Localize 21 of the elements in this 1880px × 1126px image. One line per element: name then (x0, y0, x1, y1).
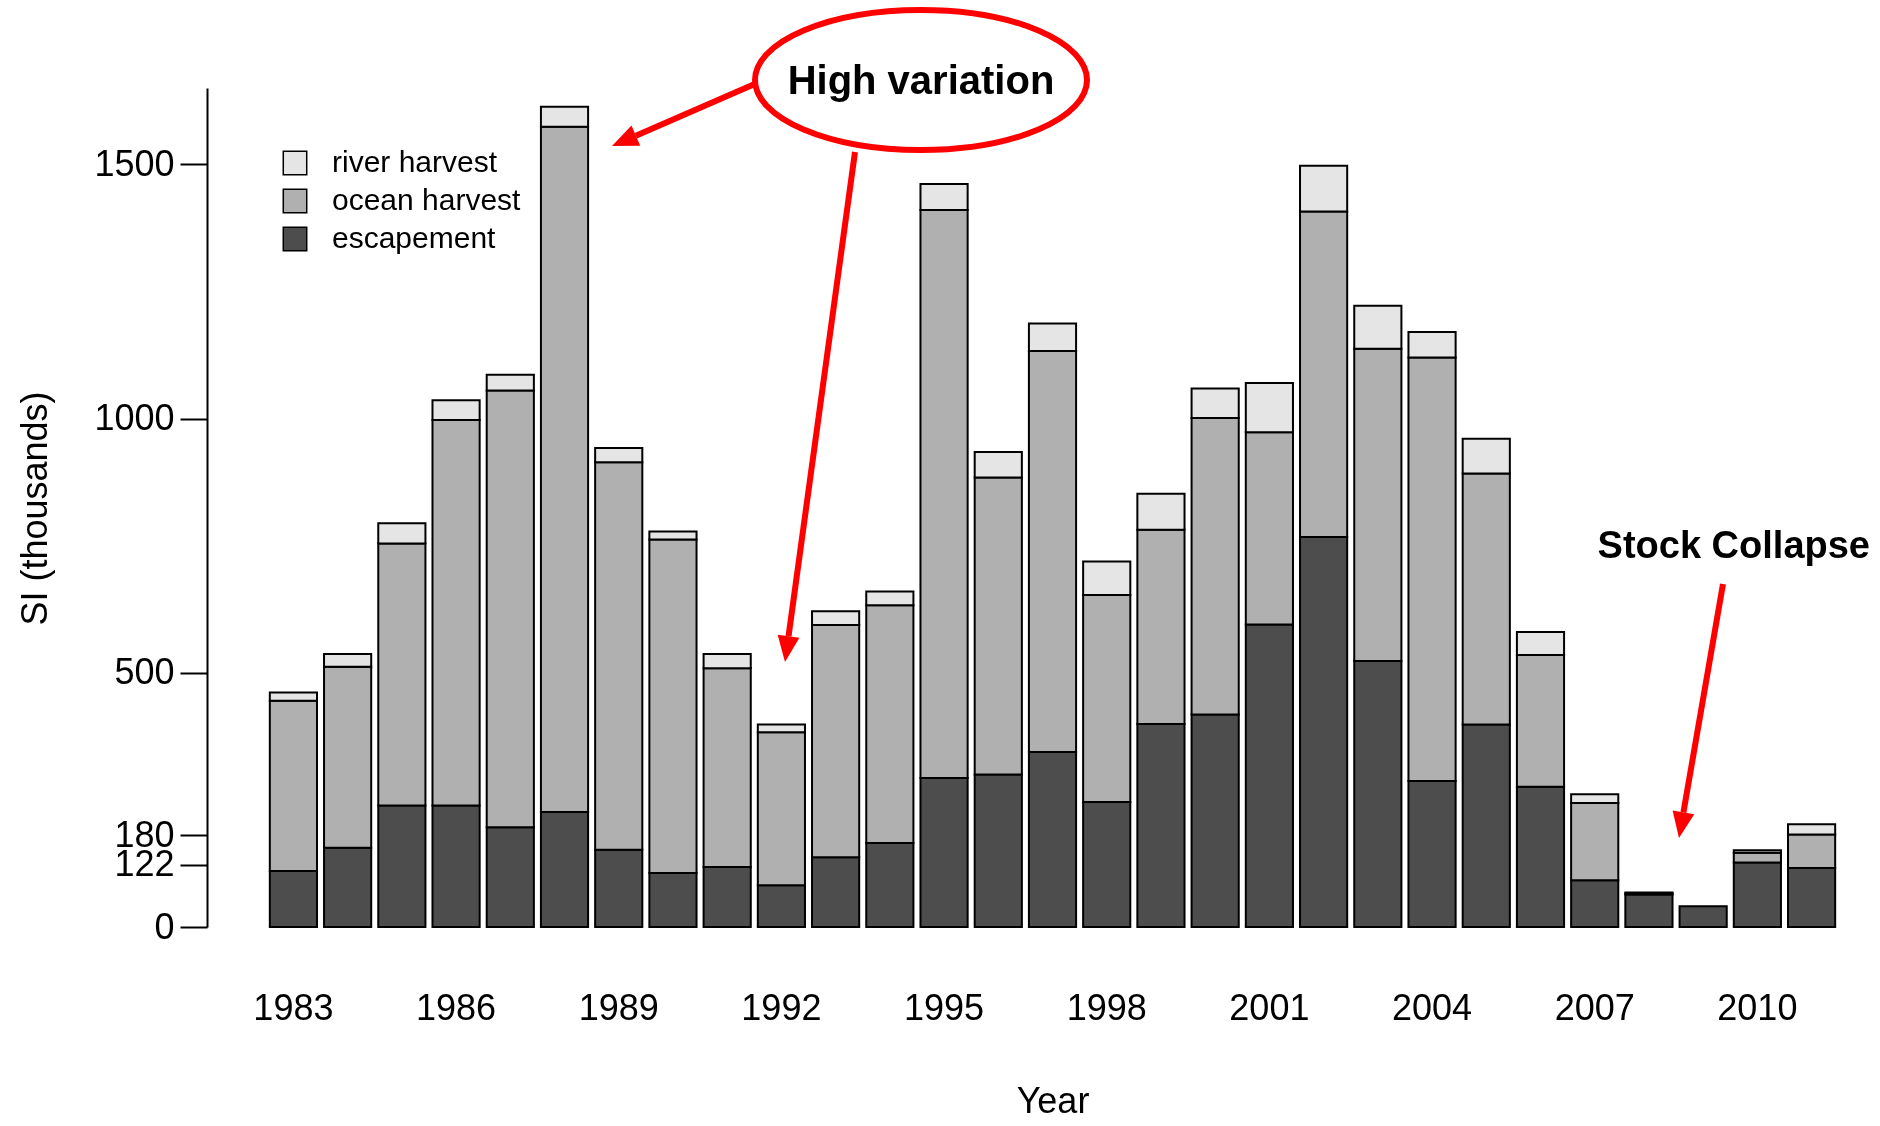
x-tick-label: 1989 (578, 986, 659, 1028)
y-tick-label: 500 (114, 651, 175, 693)
x-tick-label: 1992 (741, 986, 822, 1028)
legend-label: escapement (332, 221, 497, 254)
y-tick-label: 1000 (94, 397, 175, 439)
x-tick-label: 1986 (416, 986, 497, 1028)
y-axis-title: SI (thousands) (13, 391, 55, 626)
legend-label: ocean harvest (332, 183, 522, 216)
x-tick-label: 2004 (1392, 986, 1473, 1028)
x-tick-label: 1995 (904, 986, 985, 1028)
x-tick-label: 2007 (1554, 986, 1635, 1028)
y-tick-label: 1500 (94, 142, 175, 184)
x-tick-label: 2010 (1717, 986, 1798, 1028)
x-axis-title: Year (1016, 1079, 1090, 1121)
x-tick-label: 1983 (253, 986, 334, 1028)
x-tick-label: 2001 (1229, 986, 1310, 1028)
y-tick-label: 0 (154, 905, 175, 947)
annotation: High variation (787, 58, 1055, 102)
annotation: Stock Collapse (1597, 524, 1870, 566)
x-tick-label: 1998 (1066, 986, 1147, 1028)
legend-label: river harvest (332, 145, 498, 178)
